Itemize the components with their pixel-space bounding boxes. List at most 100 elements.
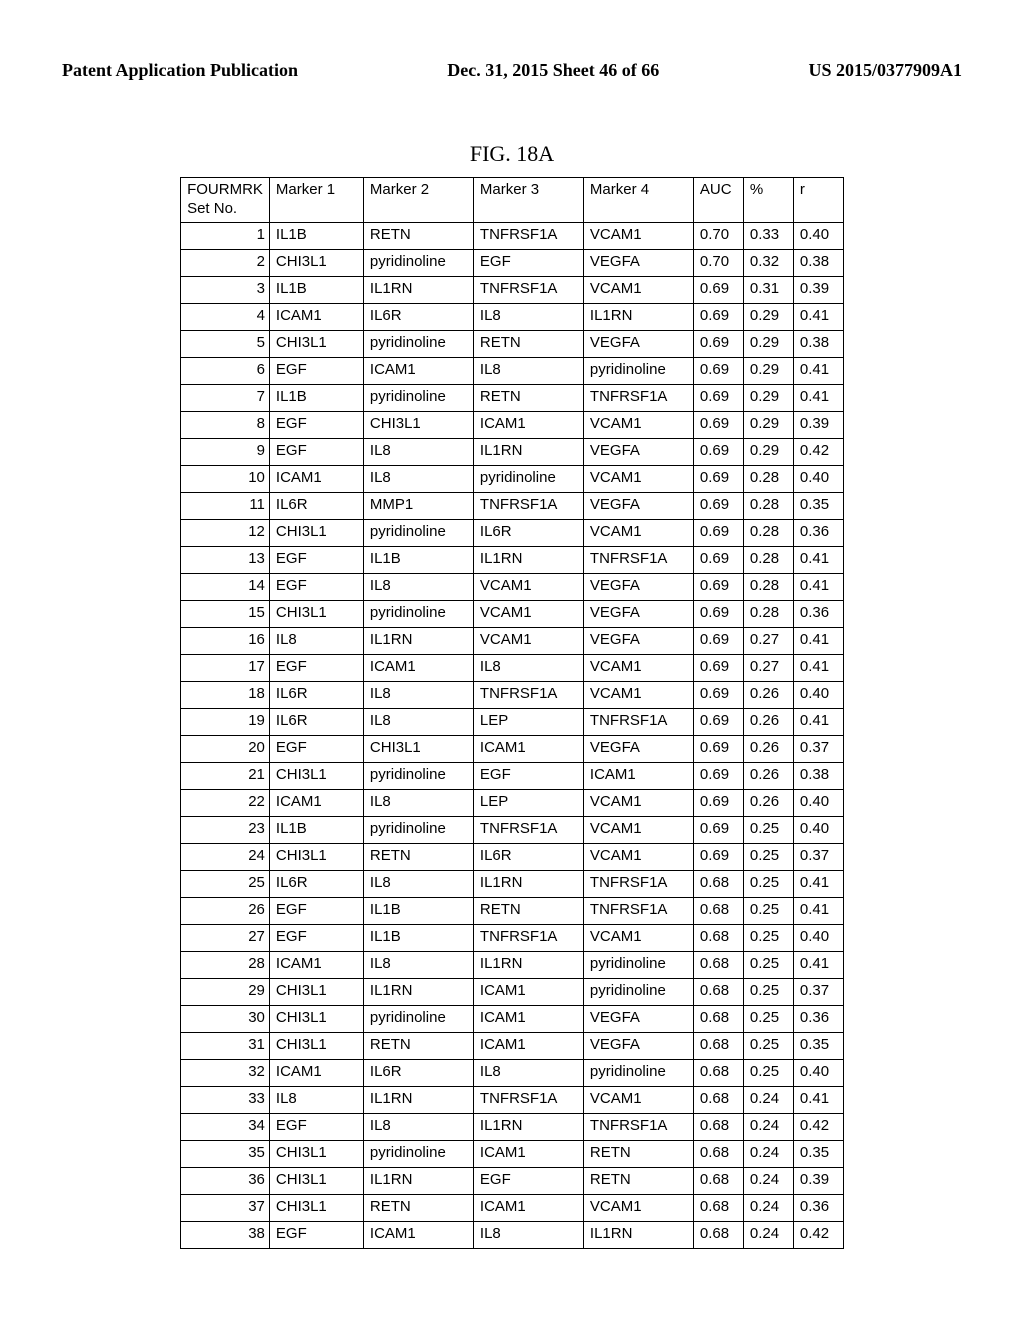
table-cell: 0.69 xyxy=(693,843,743,870)
table-row: 6EGFICAM1IL8pyridinoline0.690.290.41 xyxy=(181,357,844,384)
table-cell: 0.24 xyxy=(743,1167,793,1194)
table-cell: TNFRSF1A xyxy=(583,870,693,897)
table-cell: VEGFA xyxy=(583,1005,693,1032)
table-cell: 28 xyxy=(181,951,270,978)
table-cell: ICAM1 xyxy=(363,654,473,681)
table-cell: IL1RN xyxy=(363,627,473,654)
table-cell: ICAM1 xyxy=(473,1194,583,1221)
table-cell: 0.69 xyxy=(693,438,743,465)
table-cell: EGF xyxy=(269,411,363,438)
table-cell: 0.41 xyxy=(793,654,843,681)
table-cell: IL1RN xyxy=(473,1113,583,1140)
table-cell: IL1RN xyxy=(363,978,473,1005)
table-cell: 0.69 xyxy=(693,492,743,519)
table-cell: 18 xyxy=(181,681,270,708)
table-cell: 0.40 xyxy=(793,1059,843,1086)
table-cell: ICAM1 xyxy=(269,951,363,978)
table-cell: TNFRSF1A xyxy=(473,1086,583,1113)
table-cell: 13 xyxy=(181,546,270,573)
table-cell: 0.29 xyxy=(743,411,793,438)
table-cell: IL8 xyxy=(473,654,583,681)
table-cell: 0.28 xyxy=(743,600,793,627)
table-cell: 0.69 xyxy=(693,546,743,573)
table-cell: pyridinoline xyxy=(473,465,583,492)
table-cell: 0.26 xyxy=(743,735,793,762)
table-cell: ICAM1 xyxy=(473,978,583,1005)
table-cell: 0.41 xyxy=(793,357,843,384)
table-cell: VCAM1 xyxy=(583,654,693,681)
header-right: US 2015/0377909A1 xyxy=(808,60,962,81)
table-cell: pyridinoline xyxy=(363,330,473,357)
table-cell: TNFRSF1A xyxy=(473,816,583,843)
table-row: 13EGFIL1BIL1RNTNFRSF1A0.690.280.41 xyxy=(181,546,844,573)
table-cell: VCAM1 xyxy=(473,627,583,654)
table-cell: VEGFA xyxy=(583,573,693,600)
table-cell: 0.29 xyxy=(743,303,793,330)
table-header-cell: Marker 1 xyxy=(269,178,363,223)
table-cell: TNFRSF1A xyxy=(583,384,693,411)
table-cell: 0.40 xyxy=(793,222,843,249)
table-header-cell: Marker 2 xyxy=(363,178,473,223)
table-cell: IL8 xyxy=(363,708,473,735)
table-cell: IL1RN xyxy=(473,438,583,465)
table-cell: 0.68 xyxy=(693,1194,743,1221)
table-cell: 35 xyxy=(181,1140,270,1167)
table-cell: 0.35 xyxy=(793,1140,843,1167)
table-cell: 0.41 xyxy=(793,627,843,654)
table-cell: 0.68 xyxy=(693,897,743,924)
table-cell: 0.32 xyxy=(743,249,793,276)
table-cell: 0.39 xyxy=(793,276,843,303)
table-cell: 0.33 xyxy=(743,222,793,249)
table-cell: 0.69 xyxy=(693,276,743,303)
table-cell: IL8 xyxy=(363,438,473,465)
table-cell: 17 xyxy=(181,654,270,681)
table-cell: 3 xyxy=(181,276,270,303)
table-cell: 0.26 xyxy=(743,762,793,789)
table-cell: 12 xyxy=(181,519,270,546)
table-cell: 0.28 xyxy=(743,492,793,519)
table-cell: 0.40 xyxy=(793,465,843,492)
table-cell: 0.26 xyxy=(743,681,793,708)
table-cell: 0.69 xyxy=(693,573,743,600)
table-cell: CHI3L1 xyxy=(363,735,473,762)
table-cell: ICAM1 xyxy=(473,1032,583,1059)
table-cell: 0.25 xyxy=(743,1059,793,1086)
table-cell: TNFRSF1A xyxy=(473,222,583,249)
table-cell: ICAM1 xyxy=(583,762,693,789)
table-cell: 0.40 xyxy=(793,924,843,951)
table-cell: IL1RN xyxy=(583,303,693,330)
table-cell: TNFRSF1A xyxy=(583,546,693,573)
table-cell: 27 xyxy=(181,924,270,951)
table-cell: 2 xyxy=(181,249,270,276)
table-cell: 0.41 xyxy=(793,573,843,600)
table-cell: RETN xyxy=(363,1032,473,1059)
table-cell: 0.26 xyxy=(743,708,793,735)
table-cell: IL1RN xyxy=(583,1221,693,1248)
table-cell: IL8 xyxy=(269,1086,363,1113)
table-cell: VEGFA xyxy=(583,1032,693,1059)
table-cell: LEP xyxy=(473,789,583,816)
table-cell: 0.40 xyxy=(793,789,843,816)
table-cell: IL6R xyxy=(363,1059,473,1086)
table-row: 2CHI3L1pyridinolineEGFVEGFA0.700.320.38 xyxy=(181,249,844,276)
table-cell: ICAM1 xyxy=(269,465,363,492)
table-cell: 0.69 xyxy=(693,789,743,816)
table-cell: 25 xyxy=(181,870,270,897)
table-cell: IL1B xyxy=(269,222,363,249)
table-header-cell: Marker 4 xyxy=(583,178,693,223)
table-cell: 0.38 xyxy=(793,330,843,357)
table-cell: 0.68 xyxy=(693,924,743,951)
table-cell: ICAM1 xyxy=(473,1140,583,1167)
table-cell: 0.69 xyxy=(693,762,743,789)
table-cell: 0.24 xyxy=(743,1086,793,1113)
table-row: 35CHI3L1pyridinolineICAM1RETN0.680.240.3… xyxy=(181,1140,844,1167)
table-cell: 0.24 xyxy=(743,1140,793,1167)
table-row: 19IL6RIL8LEPTNFRSF1A0.690.260.41 xyxy=(181,708,844,735)
table-cell: pyridinoline xyxy=(363,249,473,276)
table-cell: 0.25 xyxy=(743,924,793,951)
table-cell: 0.28 xyxy=(743,573,793,600)
table-cell: 10 xyxy=(181,465,270,492)
table-row: 25IL6RIL8IL1RNTNFRSF1A0.680.250.41 xyxy=(181,870,844,897)
table-cell: RETN xyxy=(473,330,583,357)
table-cell: 0.69 xyxy=(693,654,743,681)
